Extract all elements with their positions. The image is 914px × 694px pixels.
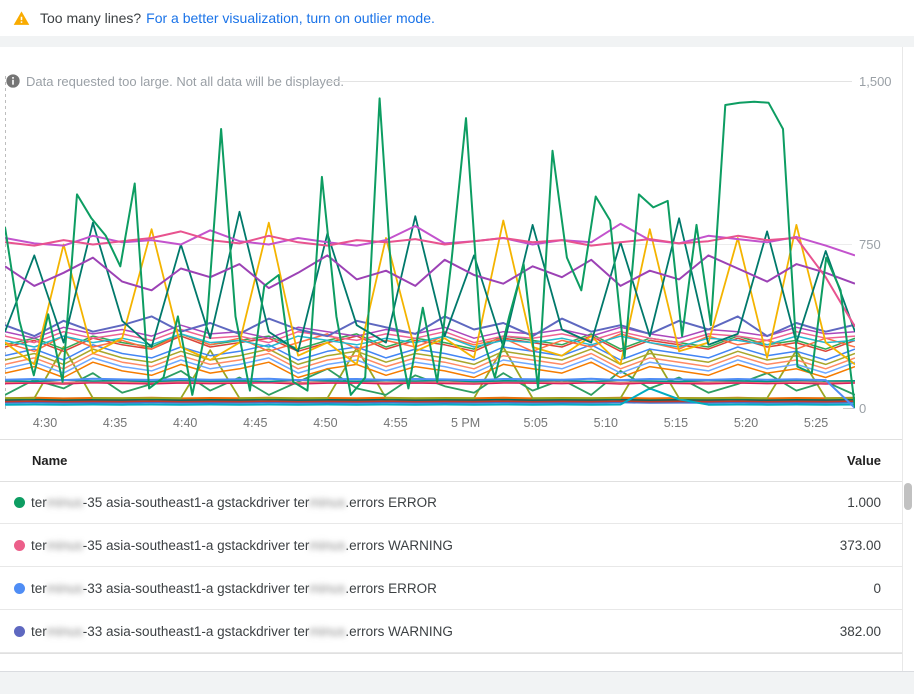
scrollbar-track [902,47,903,671]
gridline-750 [5,244,852,245]
chart-line[interactable] [5,346,855,400]
series-name-text: -33 asia-southeast1-a gstackdriver ter [82,624,310,639]
chart-line[interactable] [5,387,855,406]
chart-line[interactable] [5,328,855,344]
series-color-dot [14,540,25,551]
chart-line[interactable] [5,230,855,328]
card-bottom-border [0,671,914,672]
x-axis-label: 4:50 [313,416,338,430]
column-header-value[interactable]: Value [847,453,881,468]
scrollbar-thumb[interactable] [904,483,912,510]
x-axis-label: 4:40 [173,416,198,430]
chart-line[interactable] [5,377,855,409]
series-name-text: .errors ERROR [345,495,437,510]
series-name-text: ter [31,538,47,553]
series-name-text: .errors ERROR [345,581,437,596]
series-name-text: ter [31,581,47,596]
info-icon [6,74,20,88]
chart-line[interactable] [5,97,855,408]
chart-line[interactable] [5,254,855,292]
x-axis-label: 5:25 [803,416,829,430]
redacted-text: minus [46,538,83,553]
y-axis-label-0: 0 [859,401,867,416]
chart-line[interactable] [5,315,855,338]
legend-row[interactable]: terminus-35 asia-southeast1-a gstackdriv… [0,524,902,567]
series-value: 1.000 [847,495,881,510]
divider [0,481,902,482]
series-name-text: -35 asia-southeast1-a gstackdriver ter [82,538,310,553]
x-axis-label: 4:35 [102,416,128,430]
series-name: terminus-35 asia-southeast1-a gstackdriv… [31,538,453,553]
series-color-dot [14,626,25,637]
column-header-name[interactable]: Name [32,453,68,468]
chart-line[interactable] [5,398,855,401]
redacted-text: minus [46,581,83,596]
series-color-dot [14,497,25,508]
legend-table-body: terminus-35 asia-southeast1-a gstackdriv… [0,481,902,653]
legend-table-header: Name Value [0,440,902,481]
x-axis-label: 5 PM [451,416,481,430]
chart-card [0,47,914,672]
gridline-1500 [328,81,852,82]
y-axis-label-1500: 1,500 [859,74,892,89]
x-axis-label: 4:55 [383,416,408,430]
tick-0 [843,408,854,409]
legend-row[interactable]: terminus-33 asia-southeast1-a gstackdriv… [0,567,902,610]
series-value: 373.00 [839,538,881,553]
series-name-text: ter [31,624,47,639]
series-color-dot [14,583,25,594]
series-name: terminus-33 asia-southeast1-a gstackdriv… [31,581,437,596]
chart-line[interactable] [5,400,855,403]
divider [0,653,902,654]
chart-line[interactable] [5,357,855,374]
chart-line[interactable] [5,361,855,379]
chart-line[interactable] [5,381,855,385]
legend-row[interactable]: terminus-33 asia-southeast1-a gstackdriv… [0,610,902,653]
chart-line[interactable] [5,401,855,404]
chart-line[interactable] [5,222,855,257]
redacted-text: minus [309,624,346,639]
y-axis-label-750: 750 [859,237,881,252]
redacted-text: minus [46,624,83,639]
series-name-text: .errors WARNING [345,624,453,639]
warning-icon [13,10,30,25]
outlier-warning-banner: Too many lines? For a better visualizati… [0,0,914,36]
redacted-text: minus [46,495,83,510]
series-name-text: .errors WARNING [345,538,453,553]
x-axis-label: 5:10 [593,416,618,430]
x-axis: 4:30 4:35 4:40 4:45 4:50 4:55 5 PM 5:05 5:10 5:15… [0,416,914,432]
redacted-text: minus [309,581,346,596]
divider [0,439,902,440]
chart-line[interactable] [5,380,855,384]
series-name-text: -35 asia-southeast1-a gstackdriver ter [82,495,310,510]
x-axis-label: 5:20 [733,416,759,430]
series-name: terminus-33 asia-southeast1-a gstackdriv… [31,624,453,639]
x-axis-label: 5:05 [523,416,548,430]
chart-line[interactable] [5,324,855,339]
series-value: 0 [873,581,881,596]
x-axis-label: 4:30 [32,416,58,430]
redacted-text: minus [309,495,346,510]
outlier-mode-link[interactable]: For a better visualization, turn on outl… [146,10,435,26]
series-value: 382.00 [839,624,881,639]
legend-row[interactable]: terminus-35 asia-southeast1-a gstackdriv… [0,481,902,524]
series-name-text: ter [31,495,47,510]
x-axis-label: 4:45 [243,416,268,430]
series-name-text: -33 asia-southeast1-a gstackdriver ter [82,581,310,596]
x-axis-label: 5:15 [663,416,689,430]
banner-message: Too many lines? [40,10,142,26]
redacted-text: minus [309,538,346,553]
chart-plot-area[interactable] [5,75,855,415]
data-truncated-notice: Data requested too large. Not all data w… [26,74,344,89]
series-name: terminus-35 asia-southeast1-a gstackdriv… [31,495,437,510]
